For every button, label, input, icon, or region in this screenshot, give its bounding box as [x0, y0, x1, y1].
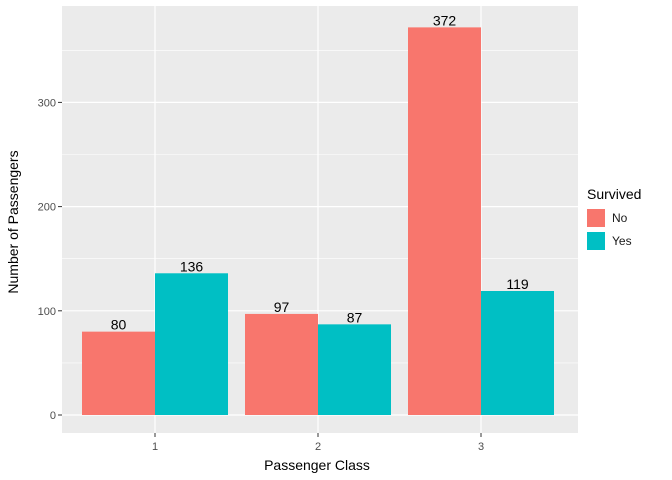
legend-item-no: No — [587, 206, 641, 229]
y-axis-title: Number of Passengers — [5, 150, 21, 293]
x-tick-label: 1 — [152, 441, 158, 453]
bar-yes-class-3 — [481, 291, 554, 415]
legend-key-yes — [587, 231, 605, 250]
bar-yes-class-1 — [155, 273, 228, 415]
legend-label-no: No — [612, 210, 628, 225]
x-tick-label: 3 — [478, 441, 484, 453]
data-label: 97 — [274, 299, 290, 315]
y-axis: 0 100 200 300 — [38, 97, 62, 422]
y-tick-label: 0 — [50, 410, 56, 422]
bar-no-class-2 — [245, 313, 318, 415]
x-tick-label: 2 — [315, 441, 321, 453]
data-label: 87 — [347, 309, 363, 325]
legend-item-yes: Yes — [587, 229, 641, 252]
y-tick-label: 300 — [38, 97, 56, 109]
legend-key-no — [587, 208, 605, 227]
legend: Survived No Yes — [587, 186, 641, 252]
bar-yes-class-2 — [318, 324, 391, 415]
data-labels: 80 136 97 87 372 119 — [111, 12, 529, 332]
x-axis-title: Passenger Class — [264, 457, 370, 473]
y-tick-label: 200 — [38, 202, 56, 214]
bars — [82, 27, 554, 415]
data-label: 119 — [506, 276, 529, 292]
x-axis: 1 2 3 — [152, 433, 484, 453]
bar-no-class-1 — [82, 331, 155, 415]
data-label: 80 — [111, 317, 127, 333]
data-label: 136 — [180, 258, 204, 274]
legend-label-yes: Yes — [612, 233, 632, 248]
legend-title: Survived — [587, 186, 642, 202]
bar-no-class-3 — [408, 27, 481, 415]
data-label: 372 — [433, 12, 457, 28]
y-tick-label: 100 — [38, 306, 56, 318]
